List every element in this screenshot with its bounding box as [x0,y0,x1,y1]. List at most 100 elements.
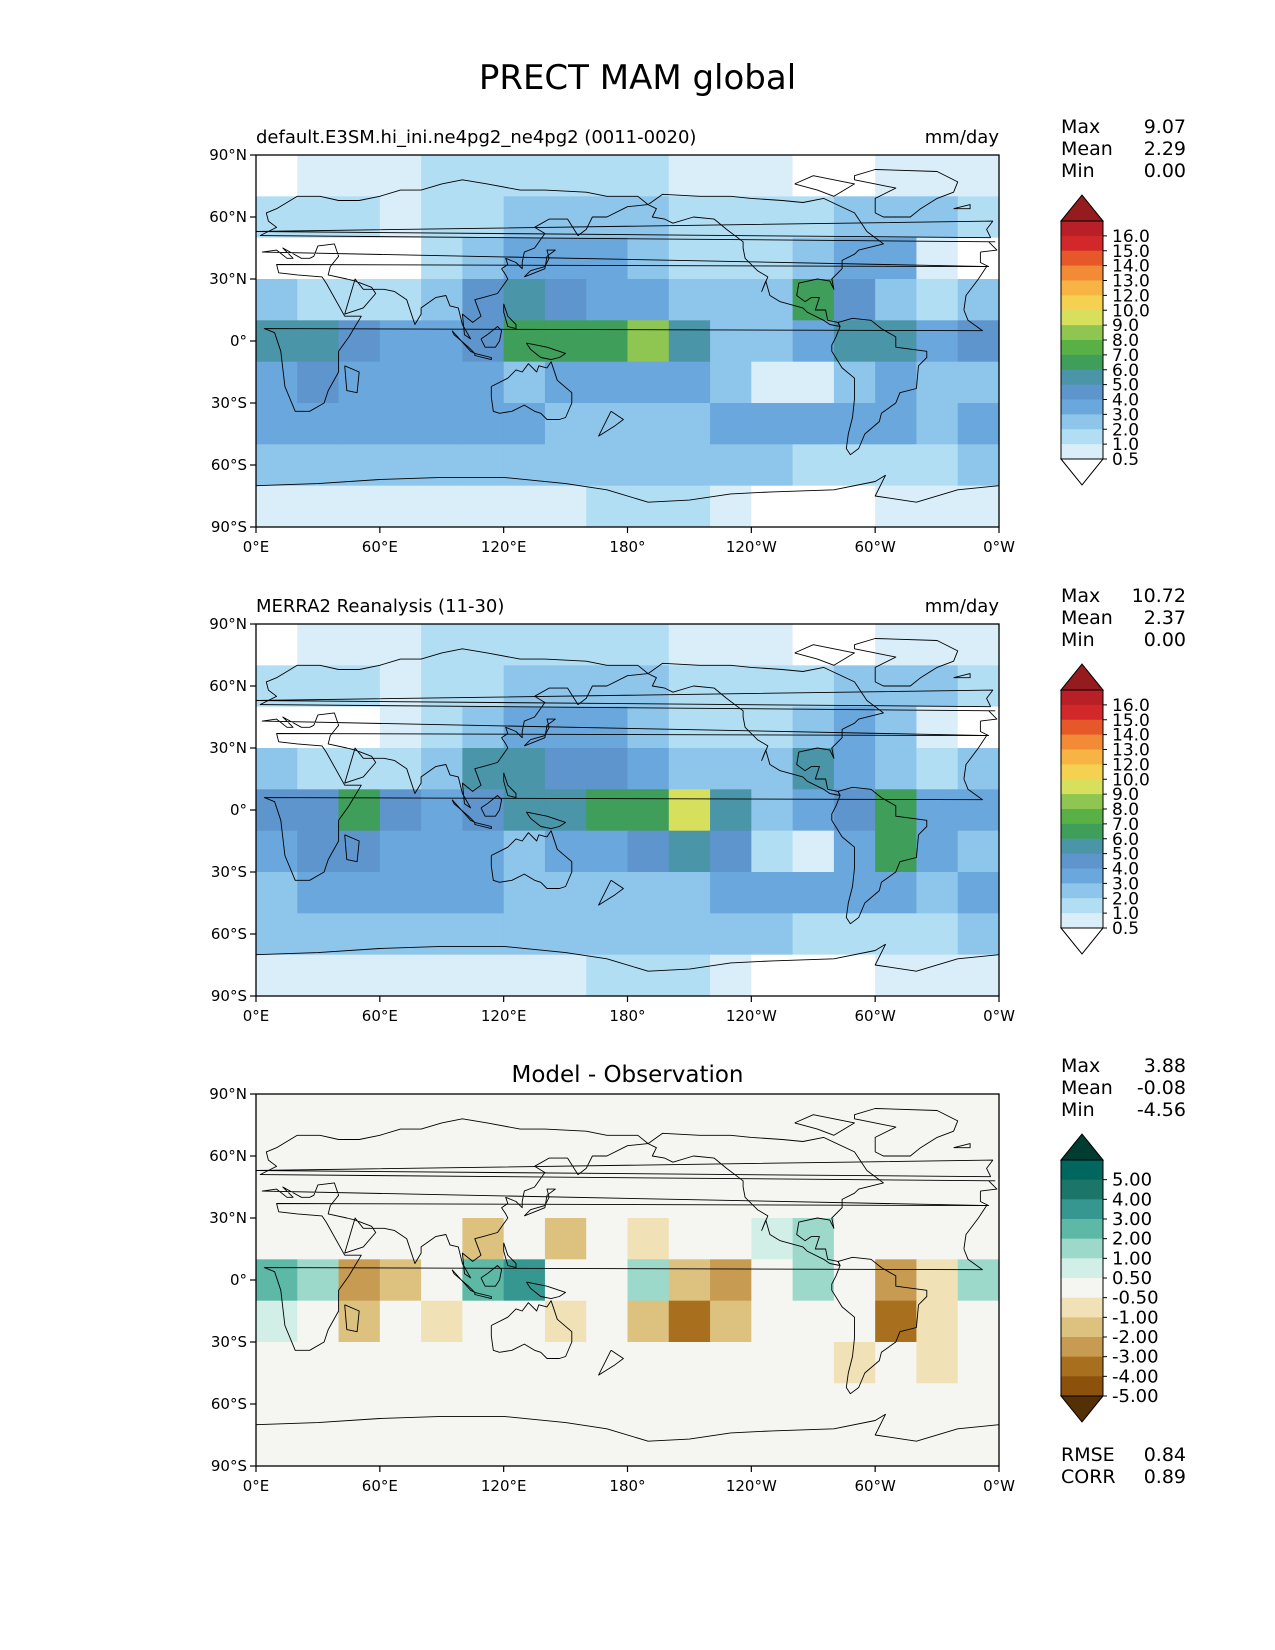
field-cell [256,320,298,363]
coastline [526,342,567,361]
map-panel-diff: 0°E 60°E 120°E 180° 120°W 60°W 0°W 90°N 60°N 30°N… [209,1062,1015,1495]
stat-label-max: Max [1061,585,1100,607]
colorbar-tick-label: 3.0 [1112,405,1139,425]
field-cell [751,1176,794,1219]
field-cell [668,237,711,280]
field-cell [957,624,1000,666]
field-cell [751,1135,794,1178]
field-cell [462,1383,505,1426]
x-tick-label: 60°E [362,538,398,556]
field-cell [916,748,959,790]
field-cell [875,748,918,790]
field-cell [751,665,794,708]
field-cell [792,706,835,749]
field-cell [421,403,463,445]
coastline [854,638,959,687]
coastline [255,474,1000,503]
field-cell [668,1176,711,1219]
coastline [259,179,998,340]
colorbar-tick-label: 1.0 [1112,435,1139,455]
field-cell [627,913,670,956]
colorbar-tick-label: 9.0 [1112,316,1139,336]
colorbar-segment [1061,809,1103,825]
colorbar-tick-label: 7.0 [1112,815,1139,835]
field-cell [586,1383,629,1426]
field-cell [710,1424,752,1467]
field-cell [256,830,298,873]
field-cell [503,706,546,749]
field-cell [544,403,587,445]
field-cell [462,665,505,708]
field-cell [668,748,711,790]
field-cell [957,444,1000,487]
field-cell [627,665,670,708]
field-cell [297,1259,340,1302]
field-cell [421,954,463,997]
field-cell [792,1383,835,1426]
field-cell [751,403,794,445]
colorbar-tick-label: 1.0 [1112,904,1139,924]
field-cell [916,320,959,363]
field-cell [751,748,794,790]
field-cell [957,872,1000,914]
map-panel-test: 0°E 60°E 120°E 180° 120°W 60°W 0°W 90°N 60°N 30°N… [209,127,1015,556]
y-tick-label: 90°N [209,1085,247,1103]
field-cell [833,954,876,997]
colorbar-segment [1061,325,1103,341]
field-cell [338,237,381,280]
field-cell [668,830,711,873]
field-cell [379,403,422,445]
x-tick-label: 120°E [481,1007,527,1025]
field-cell [792,444,835,487]
stat-value-mean: 2.29 [1144,138,1186,160]
colorbar-tick-label: 4.00 [1112,1189,1152,1210]
colorbar-segment [1061,719,1103,736]
field-cell [792,1259,835,1302]
field-cell [875,872,918,914]
colorbar-segment [1061,690,1103,706]
field-cell [916,403,959,445]
y-tick-label: 60°S [211,456,247,474]
colorbar-tick-label: 13.0 [1112,741,1150,761]
coastline [794,1114,855,1136]
stat-value-min: 0.00 [1144,629,1186,651]
field-cell [668,485,711,528]
field-cell [668,1259,711,1302]
colorbar-extend-top [1059,194,1105,222]
field-cell [627,954,670,997]
field-cell [710,1383,752,1426]
field-cell [668,279,711,321]
field-cell [668,1135,711,1178]
field-cell [875,1218,918,1260]
coastlines [255,169,1000,503]
field-cell [627,830,670,873]
x-tick-label: 120°W [726,1477,777,1495]
coastline [794,175,855,197]
field-cell [751,1383,794,1426]
field-cell [916,485,959,528]
field-cell [833,196,876,239]
field-cell [668,1342,711,1384]
field-cell [792,830,835,873]
colorbar-segment [1061,221,1103,237]
field-cell [792,872,835,914]
y-tick-label: 60°N [209,1147,247,1165]
field-cell [462,196,505,239]
field-cell [875,485,918,528]
field-cell [338,624,381,666]
colorbar-segment [1061,704,1103,721]
field-cell [957,403,1000,445]
field-cell [338,789,381,832]
field-cell [586,320,629,363]
field-cell [338,403,381,445]
stat-label-max: Max [1061,1055,1100,1077]
field-cell [916,444,959,487]
field-cell [503,403,546,445]
field-cell [668,403,711,445]
field-cell [627,1342,670,1384]
field-cell [338,1383,381,1426]
field-cell [627,706,670,749]
coastline [526,1281,567,1300]
field-cell [627,444,670,487]
coastline [255,1159,994,1178]
